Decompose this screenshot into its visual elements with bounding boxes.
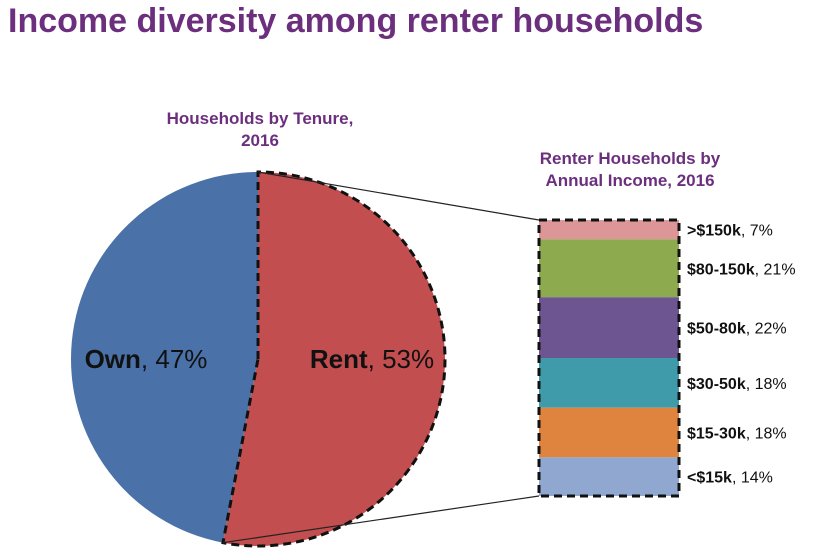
pie-slice-own	[70, 172, 258, 543]
bar-label-category: <$15k	[687, 470, 732, 487]
bar-label-value: , 7%	[741, 223, 773, 240]
bar-segment-15k	[539, 457, 679, 496]
bar-label-value: , 18%	[746, 376, 787, 393]
pie-chart-title: Households by Tenure, 2016	[100, 108, 420, 152]
bar-label-category: $30-50k	[687, 376, 746, 393]
bar-label-category: $80-150k	[687, 261, 755, 278]
bar-segment-50-80k	[539, 297, 679, 358]
connector-line-top	[257, 171, 540, 221]
pie-label-own-category: Own	[85, 344, 141, 374]
bar-label-value: , 21%	[755, 261, 796, 278]
bar-label-category: $50-80k	[687, 321, 746, 338]
bar-title-line: Renter Households by	[539, 149, 721, 168]
page-title: Income diversity among renter households	[8, 2, 704, 40]
pie-slice-rent-outline	[221, 170, 447, 548]
bar-label-50-80k: $50-80k, 22%	[687, 321, 787, 338]
pie-label-rent: Rent, 53%	[310, 344, 434, 374]
bar-label-30-50k: $30-50k, 18%	[687, 376, 787, 393]
bar-label-80-150k: $80-150k, 21%	[687, 261, 796, 278]
bar-segment-30-50k	[539, 358, 679, 408]
connector-line-bottom	[222, 495, 540, 544]
pie-label-own-value: , 47%	[141, 344, 208, 374]
bar-label-15-30k: $15-30k, 18%	[687, 426, 787, 443]
pie-title-line: 2016	[241, 131, 279, 150]
pie-slice-rent	[222, 172, 445, 546]
bar-label-category: $15-30k	[687, 426, 746, 443]
bar-segment-150k	[539, 220, 679, 240]
pie-label-rent-value: , 53%	[368, 344, 435, 374]
bar-chart-title: Renter Households by Annual Income, 2016	[480, 148, 780, 192]
bar-label-15k: <$15k, 14%	[687, 470, 773, 487]
bar-label-value: , 14%	[732, 470, 773, 487]
bar-label-category: >$150k	[687, 223, 741, 240]
bar-label-value: , 18%	[746, 426, 787, 443]
bar-label-value: , 22%	[746, 321, 787, 338]
bar-segment-15-30k	[539, 407, 679, 458]
bar-outline	[537, 218, 681, 498]
bar-segment-80-150k	[539, 239, 679, 298]
pie-label-rent-category: Rent	[310, 344, 368, 374]
bar-title-line: Annual Income, 2016	[545, 171, 715, 190]
bar-label-150k: >$150k, 7%	[687, 223, 773, 240]
pie-title-line: Households by Tenure,	[166, 109, 354, 128]
pie-label-own: Own, 47%	[85, 344, 208, 374]
